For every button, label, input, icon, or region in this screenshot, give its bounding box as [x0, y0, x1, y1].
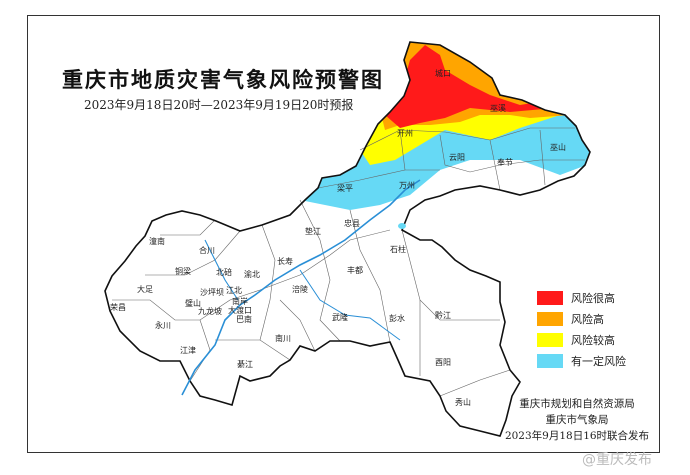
label-jiangjin: 江津	[180, 345, 196, 355]
legend-item-high: 风险高	[537, 308, 626, 329]
label-zhongxian: 忠县	[344, 219, 360, 228]
label-beibei: 北碚	[216, 267, 232, 277]
label-rongchang: 荣昌	[110, 302, 126, 312]
issuer-line-2: 重庆市气象局	[545, 414, 609, 426]
yangtze-river	[181, 179, 421, 396]
label-shapingba: 沙坪坝	[200, 288, 224, 297]
label-pengshui: 彭水	[389, 313, 405, 323]
label-fuling: 涪陵	[292, 284, 308, 294]
label-chengkou: 城口	[435, 69, 451, 78]
legend-item-some: 有一定风险	[537, 350, 626, 371]
label-dazu: 大足	[137, 284, 153, 294]
label-yongchuan: 永川	[155, 320, 171, 330]
district-labels: 城口 巫溪 开州 云阳 巫山 奉节 梁平 万州 忠县 垫江 石柱 长寿 丰都 涪…	[110, 69, 566, 407]
legend-label: 风险较高	[571, 333, 615, 347]
legend-item-higher: 风险较高	[537, 329, 626, 350]
issue-time: 2023年9月18日16时联合发布	[504, 430, 650, 442]
label-shizhu: 石柱	[390, 244, 406, 254]
label-wushan: 巫山	[550, 142, 566, 152]
wujiang-river	[299, 269, 401, 341]
label-wulong: 武隆	[332, 312, 348, 322]
label-jiangbei: 江北	[226, 286, 242, 295]
legend-label: 有一定风险	[571, 354, 626, 368]
label-fengdu: 丰都	[347, 265, 363, 275]
jialing-river	[204, 239, 239, 301]
label-dadukou: 大渡口	[228, 305, 252, 315]
label-bishan: 璧山	[185, 298, 201, 308]
legend-item-very-high: 风险很高	[537, 287, 626, 308]
legend: 风险很高 风险高 风险较高 有一定风险	[537, 287, 626, 371]
label-nanan: 南岸	[232, 296, 248, 306]
map-frame	[27, 15, 660, 453]
label-qianjiang: 黔江	[435, 310, 451, 320]
watermark: @重庆发布	[582, 452, 652, 468]
label-wuxi: 巫溪	[490, 103, 506, 113]
label-kaizhou: 开州	[397, 129, 413, 138]
label-xiushan: 秀山	[455, 397, 471, 407]
risk-zones	[300, 42, 590, 210]
legend-label: 风险很高	[571, 291, 615, 305]
label-liangping: 梁平	[337, 184, 353, 193]
label-nanchuan: 南川	[275, 333, 291, 343]
label-hechuan: 合川	[199, 245, 215, 255]
label-fengjie: 奉节	[497, 157, 513, 167]
swatch-some	[537, 353, 563, 368]
label-yunyang: 云阳	[449, 153, 465, 162]
label-yubei: 渝北	[244, 269, 260, 279]
page-title: 重庆市地质灾害气象风险预警图	[62, 68, 384, 92]
legend-label: 风险高	[571, 312, 604, 326]
label-changshou: 长寿	[277, 256, 293, 266]
label-youyang: 酉阳	[435, 358, 451, 367]
risk-zone-very-high	[385, 45, 555, 128]
label-jiulongpo: 九龙坡	[198, 306, 222, 316]
swatch-high	[537, 311, 563, 326]
label-wanzhou: 万州	[399, 181, 415, 190]
label-tongnan: 潼南	[149, 236, 165, 246]
lake	[398, 223, 406, 229]
label-tongliang: 铜梁	[175, 266, 191, 276]
swatch-very-high	[537, 290, 563, 305]
label-banan: 巴南	[236, 314, 252, 324]
district-boundaries	[112, 127, 585, 397]
label-qijiang: 綦江	[237, 359, 253, 369]
swatch-higher	[537, 332, 563, 347]
label-dianjiang: 垫江	[305, 226, 321, 236]
forecast-period: 2023年9月18日20时—2023年9月19日20时预报	[84, 98, 354, 112]
issuer-line-1: 重庆市规划和自然资源局	[519, 398, 635, 410]
